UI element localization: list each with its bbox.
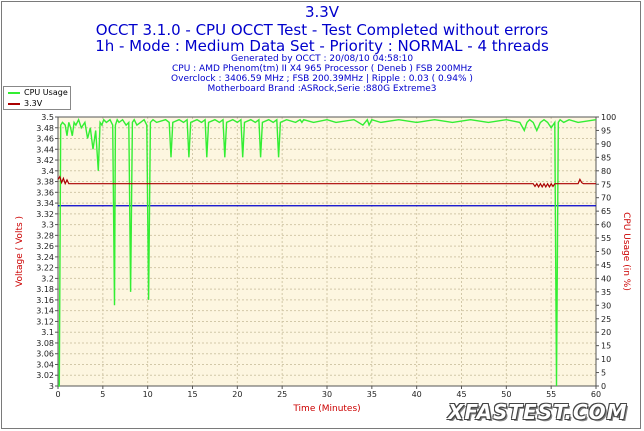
chart-subtitle-test: OCCT 3.1.0 - CPU OCCT Test - Test Comple…	[95, 21, 549, 39]
site-logo: XFASTEST.COM	[448, 400, 628, 424]
y-left-tick-label: 3.48	[36, 124, 54, 133]
y-right-tick-label: 90	[601, 140, 611, 149]
x-tick-label: 20	[232, 390, 242, 399]
y-left-tick-label: 3.22	[36, 264, 54, 273]
y-left-tick-label: 3.28	[36, 231, 54, 240]
y-left-tick-label: 3.14	[36, 307, 54, 316]
y-right-tick-label: 5	[601, 369, 606, 378]
x-tick-label: 5	[100, 390, 105, 399]
y-right-tick-label: 0	[601, 382, 606, 391]
y-left-tick-label: 3.18	[36, 285, 54, 294]
y-right-tick-label: 20	[601, 328, 611, 337]
y-right-tick-label: 60	[601, 221, 611, 230]
y-right-tick-label: 30	[601, 301, 611, 310]
y-right-tick-label: 80	[601, 167, 611, 176]
x-tick-label: 45	[456, 390, 466, 399]
legend-label-cpu-usage: CPU Usage	[24, 88, 68, 97]
legend-swatch-voltage	[8, 103, 20, 105]
y-right-tick-label: 65	[601, 207, 611, 216]
y-left-tick-label: 3.1	[41, 328, 54, 337]
y-left-tick-label: 3.36	[36, 188, 54, 197]
y-left-tick-label: 3	[49, 382, 54, 391]
info-generated: Generated by OCCT : 20/08/10 04:58:10	[230, 54, 414, 64]
y-right-tick-label: 95	[601, 126, 611, 135]
legend-swatch-cpu-usage	[8, 92, 20, 94]
x-tick-label: 15	[187, 390, 197, 399]
y-left-tick-label: 3.3	[41, 221, 54, 230]
x-tick-label: 25	[277, 390, 287, 399]
y-left-tick-label: 3.5	[41, 113, 54, 122]
y-right-tick-label: 50	[601, 248, 611, 257]
chart-subtitle-mode: 1h - Mode : Medium Data Set - Priority :…	[95, 37, 549, 55]
y-right-tick-label: 15	[601, 342, 611, 351]
info-motherboard: Motherboard Brand :ASRock,Serie :880G Ex…	[207, 84, 437, 94]
y-right-tick-label: 10	[601, 355, 611, 364]
y-left-tick-label: 3.26	[36, 242, 54, 251]
legend-item-cpu-usage: CPU Usage	[4, 87, 70, 98]
info-overclock: Overclock : 3406.59 MHz ; FSB 200.39MHz …	[171, 74, 473, 84]
x-tick-label: 30	[322, 390, 332, 399]
x-axis-label: Time (Minutes)	[292, 404, 360, 414]
x-tick-label: 35	[367, 390, 377, 399]
x-tick-label: 10	[143, 390, 153, 399]
x-tick-label: 50	[501, 390, 511, 399]
y-right-tick-label: 25	[601, 315, 611, 324]
y-left-tick-label: 3.46	[36, 135, 54, 144]
y-left-tick-label: 3.04	[36, 360, 54, 369]
y-left-tick-label: 3.38	[36, 178, 54, 187]
y-left-tick-label: 3.06	[36, 350, 54, 359]
y-left-tick-label: 3.12	[36, 317, 54, 326]
y-left-axis-label: Voltage ( Volts )	[15, 216, 25, 287]
y-right-tick-label: 100	[601, 113, 616, 122]
chart-legend: CPU Usage 3.3V	[3, 86, 71, 110]
y-left-tick-label: 3.44	[36, 145, 54, 154]
x-tick-label: 60	[591, 390, 601, 399]
y-right-tick-label: 55	[601, 234, 611, 243]
legend-label-voltage: 3.3V	[24, 99, 43, 108]
y-right-tick-label: 45	[601, 261, 611, 270]
legend-item-voltage: 3.3V	[4, 98, 70, 109]
y-left-tick-label: 3.4	[41, 167, 54, 176]
x-tick-label: 55	[546, 390, 556, 399]
y-left-tick-label: 3.34	[36, 199, 54, 208]
y-left-tick-label: 3.16	[36, 296, 54, 305]
y-left-tick-label: 3.08	[36, 339, 54, 348]
y-right-tick-label: 85	[601, 153, 611, 162]
y-left-tick-label: 3.2	[41, 274, 54, 283]
y-right-tick-label: 35	[601, 288, 611, 297]
info-cpu: CPU : AMD Phenom(tm) II X4 965 Processor…	[172, 64, 472, 74]
y-left-tick-label: 3.32	[36, 210, 54, 219]
y-left-tick-label: 3.24	[36, 253, 54, 262]
y-right-axis-label: CPU Usage (in %)	[621, 212, 631, 291]
y-left-tick-label: 3.02	[36, 371, 54, 380]
y-right-tick-label: 70	[601, 194, 611, 203]
series-line-voltage	[57, 175, 596, 189]
y-left-tick-label: 3.42	[36, 156, 54, 165]
chart-title: 3.3V	[304, 3, 340, 21]
y-right-tick-label: 75	[601, 180, 611, 189]
x-tick-label: 40	[412, 390, 422, 399]
y-right-tick-label: 40	[601, 274, 611, 283]
x-tick-label: 0	[55, 390, 60, 399]
series-line-cpu-usage	[58, 117, 597, 387]
